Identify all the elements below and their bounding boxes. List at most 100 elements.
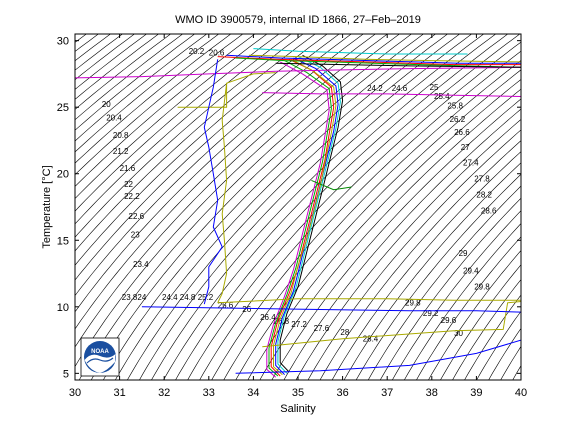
density-contour-line (545, 21, 576, 387)
density-contour-line (90, 34, 424, 380)
profile-line (248, 54, 521, 63)
y-axis-ticks: 5 10 15 20 25 30 (57, 36, 521, 380)
density-contours (0, 21, 576, 387)
x-tick-label: 35 (292, 387, 304, 399)
density-contour-line (75, 34, 256, 187)
x-axis-ticks: 30 31 32 33 34 35 36 37 38 39 40 (69, 34, 527, 399)
density-contour-line (75, 34, 220, 153)
profile-series (75, 48, 521, 378)
chart-title: WMO ID 3900579, internal ID 1866, 27–Feb… (175, 14, 421, 26)
density-contour-label: 23.4 (133, 260, 149, 269)
density-contour-line (557, 21, 576, 387)
density-contour-line (75, 34, 364, 313)
density-contour-label: 22 (124, 180, 133, 189)
profile-line (217, 56, 521, 66)
density-contour-label: 24 (137, 293, 146, 302)
density-contour-line (211, 50, 521, 380)
profile-line (226, 54, 521, 64)
density-contour-line (512, 365, 521, 380)
density-contour-line (416, 236, 521, 380)
density-contour-line (114, 34, 449, 380)
density-contour-line (78, 34, 412, 380)
density-contour-label: 29.4 (463, 267, 479, 276)
density-contour-line (75, 34, 340, 281)
density-contour-label: 27.4 (463, 159, 479, 168)
density-contour-line (75, 34, 196, 131)
y-tick-label: 10 (57, 302, 69, 314)
density-contour-line (379, 197, 521, 380)
density-contour-line (391, 210, 521, 380)
density-contour-line (343, 162, 521, 380)
density-contour-label: 27.8 (474, 175, 490, 184)
density-contour-label: 26.4 (260, 313, 276, 322)
density-contour-label: 21.6 (120, 164, 136, 173)
density-contour-label: 23 (131, 231, 140, 240)
density-contour-labels: 20.2 20.6 20 20.4 20.8 21.2 21.6 22 22.2 22.6 23 23… (102, 47, 497, 343)
x-tick-label: 32 (158, 387, 170, 399)
density-contour-line (521, 21, 576, 387)
density-contour-line (75, 34, 99, 52)
density-contour-line (569, 21, 576, 387)
density-contour-line (75, 34, 172, 110)
profile-line (268, 60, 332, 377)
density-contour-line (187, 34, 521, 380)
density-contour-line (464, 294, 521, 380)
density-contour-label: 28.4 (363, 334, 379, 343)
profile-line (279, 54, 344, 373)
x-tick-label: 38 (426, 387, 438, 399)
density-contour-line (75, 34, 184, 121)
density-contour-line (75, 34, 268, 200)
density-contour-line (75, 34, 135, 81)
density-contour-label: 27 (461, 143, 470, 152)
profile-line (277, 56, 341, 374)
density-contour-label: 20.8 (113, 131, 129, 140)
density-contour-label: 26.2 (450, 115, 466, 124)
density-contour-line (175, 34, 509, 380)
density-contour-label: 29 (459, 249, 468, 258)
profile-line (203, 59, 223, 305)
density-contour-line (139, 34, 473, 380)
density-contour-line (223, 59, 521, 380)
x-tick-label: 40 (515, 387, 527, 399)
profile-line (235, 339, 521, 374)
density-contour-label: 28 (340, 328, 349, 337)
density-contour-label: 29.8 (474, 283, 490, 292)
density-contour-line (0, 21, 68, 387)
density-contour-line (75, 34, 304, 238)
x-axis-label: Salinity (280, 403, 316, 415)
x-tick-label: 36 (336, 387, 348, 399)
profile-line (311, 179, 352, 191)
density-contour-line (75, 34, 292, 225)
density-contour-line (163, 34, 497, 380)
density-contour-line (75, 34, 232, 164)
density-contour-label: 29.2 (423, 309, 439, 318)
density-contour-line (199, 41, 521, 380)
y-tick-label: 25 (57, 102, 69, 114)
density-contour-label: 20.4 (106, 114, 122, 123)
profile-line (262, 301, 521, 348)
density-contour-label: 30 (454, 329, 463, 338)
density-contour-label: 25.8 (447, 102, 463, 111)
y-tick-label: 30 (57, 36, 69, 48)
density-contour-line (440, 264, 521, 380)
profile-line (266, 61, 330, 378)
x-tick-label: 34 (247, 387, 259, 399)
density-contour-line (75, 34, 400, 368)
density-contour-line (319, 140, 521, 380)
density-contour-line (235, 69, 521, 380)
density-contour-line (75, 34, 352, 297)
profile-line (235, 57, 521, 68)
density-contour-label: 23.8 (122, 293, 138, 302)
density-contour-line (75, 34, 244, 176)
density-contour-line (295, 118, 521, 380)
density-contour-line (0, 21, 32, 387)
density-contour-label: 24.4 (162, 293, 178, 302)
density-contour-line (259, 88, 521, 380)
density-contour-label: 20.2 (189, 47, 205, 56)
density-contour-line (75, 34, 123, 71)
density-contour-line (75, 34, 328, 266)
density-contour-label: 24.6 (392, 84, 408, 93)
profile-line (75, 66, 521, 79)
density-contour-line (403, 223, 521, 380)
